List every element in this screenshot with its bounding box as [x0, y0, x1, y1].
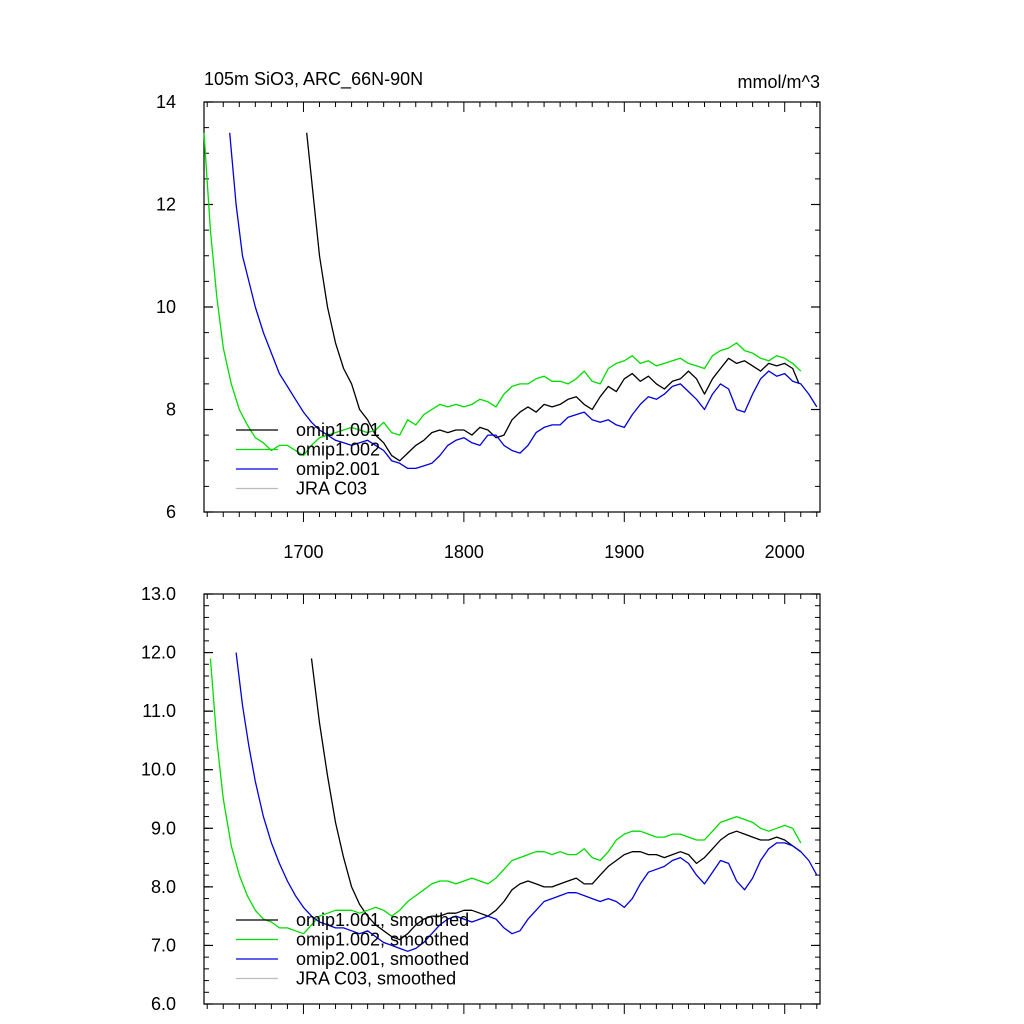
chart-title: 105m SiO3, ARC_66N-90N	[204, 69, 423, 90]
y-tick-label: 12.0	[141, 643, 176, 663]
series-line	[203, 132, 802, 457]
legend-label: omip1.002, smoothed	[296, 930, 469, 950]
legend-label: JRA C03	[296, 479, 367, 499]
x-tick-label: 2000	[765, 542, 805, 562]
legend-label: omip2.001	[296, 459, 380, 479]
x-tick-label: 1900	[604, 542, 644, 562]
axis-ticks: 6 8 10 12 14 1700 1800 1900 2000	[156, 92, 820, 562]
y-tick-label: 14	[156, 92, 176, 112]
series-line	[229, 132, 818, 470]
y-tick-label: 9.0	[151, 818, 176, 838]
legend-label: omip1.002	[296, 440, 380, 460]
units-label: mmol/m^3	[738, 72, 820, 92]
bottom-panel: 6.0 7.0 8.0 9.0 10.0 11.0 12.0 13.0 omip1.001, …	[141, 584, 821, 1014]
y-tick-label: 6.0	[151, 994, 176, 1014]
series-lines	[209, 652, 818, 952]
legend-label: omip1.001	[296, 420, 380, 440]
y-tick-label: 13.0	[141, 584, 176, 604]
y-tick-label: 8	[166, 400, 176, 420]
y-tick-label: 12	[156, 195, 176, 215]
x-tick-label: 1800	[444, 542, 484, 562]
series-line	[235, 652, 818, 952]
legend-label: JRA C03, smoothed	[296, 969, 456, 989]
x-tick-label: 1700	[283, 542, 323, 562]
y-tick-label: 11.0	[142, 701, 176, 721]
axis-ticks: 6.0 7.0 8.0 9.0 10.0 11.0 12.0 13.0	[141, 584, 820, 1014]
y-tick-label: 10.0	[141, 760, 176, 780]
y-tick-label: 7.0	[151, 935, 176, 955]
top-panel: 105m SiO3, ARC_66N-90N mmol/m^3 6 8 10 12 14…	[156, 69, 821, 562]
series-line	[310, 658, 802, 941]
y-tick-label: 6	[166, 502, 176, 522]
y-tick-label: 10	[156, 297, 176, 317]
legend-label: omip2.001, smoothed	[296, 949, 469, 969]
legend-label: omip1.001, smoothed	[296, 910, 469, 930]
series-line	[209, 658, 802, 935]
y-tick-label: 8.0	[151, 877, 176, 897]
series-lines	[203, 132, 818, 470]
series-line	[306, 132, 800, 462]
